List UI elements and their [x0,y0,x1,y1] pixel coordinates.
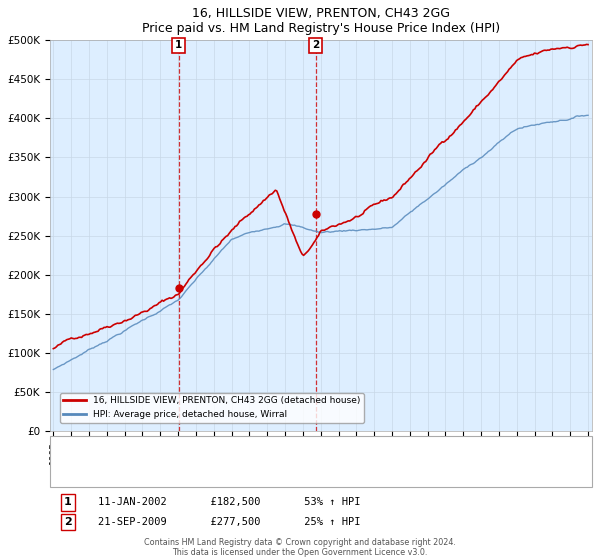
Text: 1: 1 [175,40,182,50]
Text: 1: 1 [64,497,71,507]
Text: 2: 2 [312,40,319,50]
Text: Contains HM Land Registry data © Crown copyright and database right 2024.
This d: Contains HM Land Registry data © Crown c… [144,538,456,557]
Text: 11-JAN-2002       £182,500       53% ↑ HPI: 11-JAN-2002 £182,500 53% ↑ HPI [98,497,360,507]
Text: 21-SEP-2009       £277,500       25% ↑ HPI: 21-SEP-2009 £277,500 25% ↑ HPI [98,517,360,527]
Text: 2: 2 [64,517,71,527]
Legend: 16, HILLSIDE VIEW, PRENTON, CH43 2GG (detached house), HPI: Average price, detac: 16, HILLSIDE VIEW, PRENTON, CH43 2GG (de… [60,393,364,423]
Title: 16, HILLSIDE VIEW, PRENTON, CH43 2GG
Price paid vs. HM Land Registry's House Pri: 16, HILLSIDE VIEW, PRENTON, CH43 2GG Pri… [142,7,500,35]
Text: 16, HILLSIDE VIEW, PRENTON, CH43 2GG (detached house): 16, HILLSIDE VIEW, PRENTON, CH43 2GG (de… [101,449,391,459]
Text: HPI: Average price, detached house, Wirral: HPI: Average price, detached house, Wirr… [101,464,310,474]
